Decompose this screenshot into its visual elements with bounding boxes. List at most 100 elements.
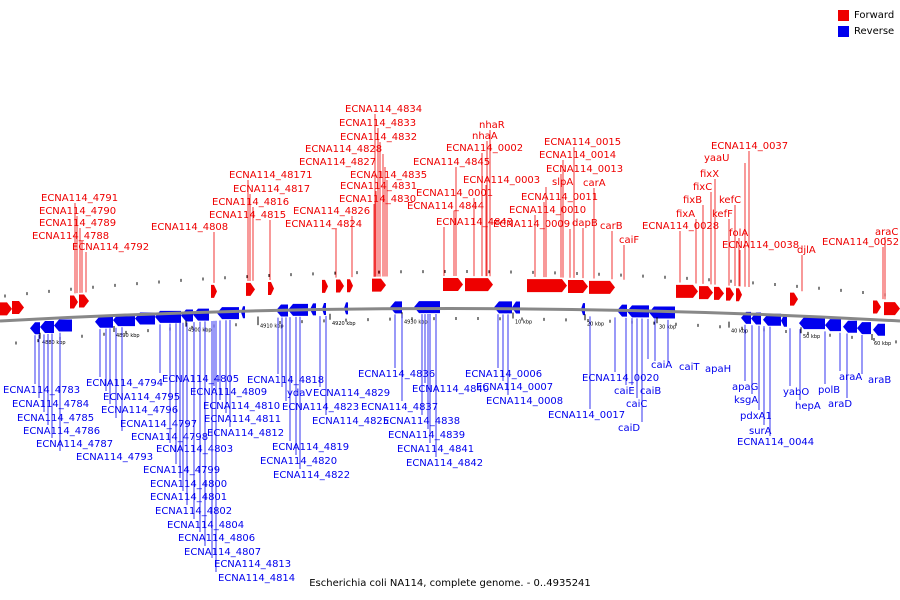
forward-gene-label: ECNA114_4828 [305, 144, 382, 155]
forward-gene-label: ECNA114_0001 [416, 188, 493, 199]
forward-gene-label: fixA [676, 209, 695, 220]
forward-gene-arrow [736, 288, 742, 302]
forward-gene-arrow [699, 286, 713, 300]
forward-gene-label: ECNA114_4790 [39, 206, 116, 217]
forward-gene-label: ECNA114_4788 [32, 231, 109, 242]
scale-tick-label: 4930 kbp [404, 319, 428, 325]
forward-gene-arrow [676, 284, 698, 298]
reverse-gene-label: ECNA114_4800 [150, 479, 227, 490]
reverse-gene-label: ECNA114_4804 [167, 520, 244, 531]
reverse-gene-arrow [843, 320, 857, 333]
forward-gene-label: kefF [712, 209, 733, 220]
reverse-gene-label: ECNA114_4802 [155, 506, 232, 517]
genome-backbone [0, 307, 900, 323]
forward-gene-label: ECNA114_0038 [722, 240, 799, 251]
forward-gene-label: ECNA114_0003 [463, 175, 540, 186]
forward-gene-arrow [884, 302, 900, 316]
reverse-gene-label: ECNA114_4820 [260, 456, 337, 467]
scale-tick-label: 4890 kbp [116, 333, 140, 339]
reverse-gene-label: caiE [614, 386, 635, 397]
forward-gene-label: ECNA114_0011 [521, 192, 598, 203]
forward-gene-label: yaaU [704, 153, 730, 164]
forward-gene-label: ECNA114_4834 [345, 104, 422, 115]
reverse-gene-label: ECNA114_4783 [3, 385, 80, 396]
reverse-gene-label: ECNA114_4793 [76, 452, 153, 463]
reverse-gene-arrow [40, 321, 54, 334]
forward-strand-layer [0, 278, 900, 316]
forward-gene-label: fixC [693, 182, 712, 193]
scale-tick-label: 10 kbp [515, 319, 532, 325]
reverse-gene-label: ECNA114_4812 [207, 428, 284, 439]
reverse-gene-label: ECNA114_4807 [184, 547, 261, 558]
forward-gene-label: ECNA114_4845 [413, 157, 490, 168]
forward-gene-arrow [12, 301, 24, 315]
reverse-gene-label: ECNA114_4838 [383, 416, 460, 427]
forward-gene-arrow [568, 280, 588, 294]
reverse-gene-label: ECNA114_4798 [131, 432, 208, 443]
reverse-gene-label: surA [749, 426, 772, 437]
reverse-gene-label: apaG [732, 382, 758, 393]
reverse-gene-label: caiB [640, 386, 661, 397]
forward-gene-arrow [347, 279, 353, 293]
reverse-gene-label: ECNA114_4810 [203, 401, 280, 412]
forward-gene-label: ECNA114_0015 [544, 137, 621, 148]
reverse-gene-label: ECNA114_4837 [361, 402, 438, 413]
forward-gene-label: ECNA114_0052 [822, 237, 899, 248]
reverse-gene-label: ECNA114_4801 [150, 492, 227, 503]
reverse-gene-label: ECNA114_0008 [486, 396, 563, 407]
forward-gene-arrow [527, 279, 567, 293]
forward-gene-label: nhaA [472, 131, 498, 142]
forward-gene-arrow [322, 279, 328, 293]
reverse-gene-arrow [763, 313, 781, 326]
forward-gene-label: kefC [719, 195, 741, 206]
reverse-gene-label: ECNA114_0017 [548, 410, 625, 421]
reverse-gene-label: ECNA114_4822 [273, 470, 350, 481]
legend-forward-label: Forward [854, 10, 895, 21]
reverse-gene-label: pdxA1 [740, 411, 772, 422]
reverse-gene-label: caiC [626, 399, 647, 410]
reverse-gene-label: caiT [679, 362, 700, 373]
legend-reverse-swatch [838, 26, 849, 37]
forward-gene-arrow [79, 294, 89, 308]
forward-gene-label: fixB [683, 195, 702, 206]
forward-gene-arrow [372, 278, 386, 292]
forward-gene-label: ECNA114_4827 [299, 157, 376, 168]
reverse-gene-label: ECNA114_4784 [12, 399, 89, 410]
reverse-gene-label: ECNA114_4796 [101, 405, 178, 416]
forward-gene-arrow [0, 302, 12, 316]
legend-forward-swatch [838, 10, 849, 21]
reverse-gene-arrow [95, 315, 113, 328]
reverse-gene-arrow [193, 308, 209, 321]
forward-gene-label: ECNA114_0010 [509, 205, 586, 216]
forward-gene-label: ECNA114_0028 [642, 221, 719, 232]
scale-tick-label: 40 kbp [731, 329, 748, 335]
reverse-gene-label: ECNA114_4806 [178, 533, 255, 544]
forward-gene-arrow [443, 278, 463, 292]
reverse-gene-label: ECNA114_4785 [17, 413, 94, 424]
figure-caption: Escherichia coli NA114, complete genome.… [309, 578, 591, 589]
reverse-gene-label: araD [828, 399, 852, 410]
reverse-gene-label: ECNA114_4787 [36, 439, 113, 450]
forward-gene-label: nhaR [479, 120, 505, 131]
forward-gene-label: ECNA114_4789 [39, 218, 116, 229]
forward-gene-label: ECNA114_0013 [546, 164, 623, 175]
reverse-gene-label: apaH [705, 364, 731, 375]
reverse-gene-label: ECNA114_4795 [103, 392, 180, 403]
scale-tick-label: 4880 kbp [42, 340, 66, 346]
forward-gene-arrow [726, 287, 734, 301]
forward-gene-label: ECNA114_4815 [209, 210, 286, 221]
reverse-gene-arrow [799, 317, 825, 330]
reverse-gene-label: hepA [795, 401, 821, 412]
reverse-gene-label: ECNA114_4813 [214, 559, 291, 570]
reverse-gene-label: ECNA114_4823 [282, 402, 359, 413]
forward-gene-label: ECNA114_0037 [711, 141, 788, 152]
reverse-gene-label: ECNA114_4803 [156, 444, 233, 455]
reverse-gene-label: yabO [783, 387, 809, 398]
reverse-gene-arrow [857, 322, 871, 335]
forward-gene-label: carA [583, 178, 606, 189]
forward-gene-label: ECNA114_4817 [233, 184, 310, 195]
reverse-gene-label: ECNA114_0020 [582, 373, 659, 384]
forward-gene-label: ECNA114_0002 [446, 143, 523, 154]
